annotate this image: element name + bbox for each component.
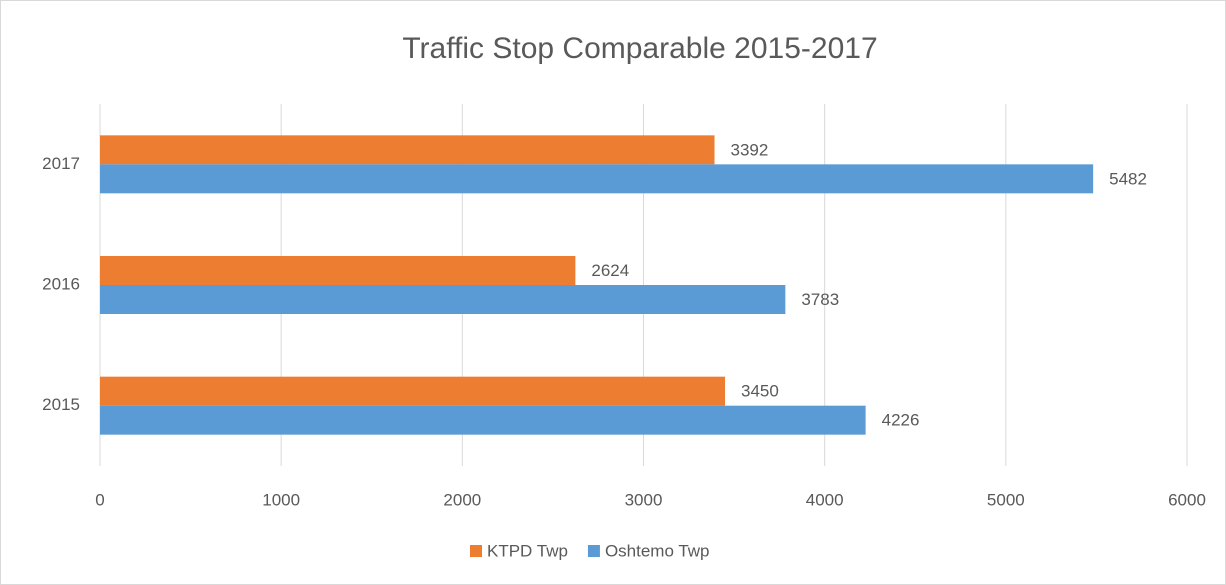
- bar: [100, 135, 715, 165]
- bar: [100, 405, 866, 435]
- x-tick-label: 6000: [1168, 490, 1206, 509]
- y-tick-label: 2017: [42, 154, 80, 173]
- legend-swatch: [470, 545, 482, 557]
- data-label: 4226: [882, 411, 920, 430]
- x-tick-label: 1000: [262, 490, 300, 509]
- x-tick-label: 2000: [443, 490, 481, 509]
- data-label: 3392: [731, 140, 769, 159]
- x-tick-label: 4000: [806, 490, 844, 509]
- data-label: 3783: [801, 290, 839, 309]
- bar: [100, 164, 1094, 194]
- data-label: 5482: [1109, 169, 1147, 188]
- bar: [100, 256, 576, 285]
- bar: [100, 376, 726, 406]
- bar: [100, 285, 786, 314]
- chart-title: Traffic Stop Comparable 2015-2017: [402, 32, 877, 65]
- x-tick-label: 5000: [987, 490, 1025, 509]
- x-tick-label: 3000: [625, 490, 663, 509]
- data-label: 3450: [741, 382, 779, 401]
- legend-swatch: [587, 545, 600, 557]
- y-tick-label: 2016: [42, 274, 80, 293]
- x-tick-label: 0: [95, 490, 104, 509]
- data-label: 2624: [591, 261, 629, 280]
- legend-label: Oshtemo Twp: [605, 541, 710, 560]
- y-tick-label: 2015: [42, 395, 80, 414]
- legend-label: KTPD Twp: [487, 541, 568, 560]
